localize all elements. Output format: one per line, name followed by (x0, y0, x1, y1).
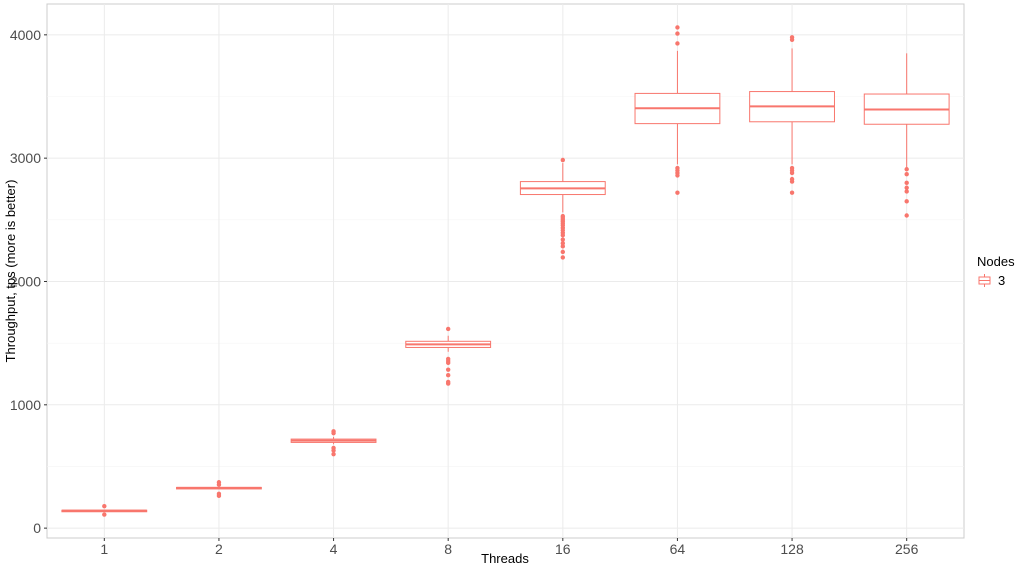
x-tick-label: 64 (670, 541, 686, 557)
x-axis-tick-labels: 1 2 4 8 16 64 128 256 (100, 538, 919, 557)
box-2 (176, 480, 262, 499)
outlier-point (904, 185, 909, 190)
outlier-point (445, 373, 451, 378)
box-series (61, 25, 950, 517)
outlier-point (560, 241, 566, 246)
y-tick-label: 0 (33, 520, 41, 536)
x-tick-label: 256 (895, 541, 919, 557)
outlier-point (216, 491, 222, 497)
y-tick-label: 1000 (10, 397, 41, 413)
box-256 (863, 53, 950, 218)
x-tick-label: 8 (444, 541, 452, 557)
legend-title: Nodes (977, 254, 1015, 269)
outlier-point (560, 157, 566, 163)
box-8 (405, 326, 492, 386)
grid-lines (47, 4, 964, 538)
outlier-point (904, 199, 909, 204)
outlier-point (675, 41, 680, 46)
x-tick-label: 1 (100, 541, 108, 557)
outlier-point (102, 503, 107, 509)
outlier-point (560, 244, 566, 249)
legend-key-box-icon (978, 274, 991, 287)
y-tick-label: 2000 (10, 273, 41, 289)
outlier-point (331, 429, 336, 434)
outlier-point (445, 379, 451, 385)
legend-label: 3 (998, 273, 1005, 288)
outlier-point (331, 445, 336, 451)
outlier-point (216, 480, 222, 485)
box-4 (290, 429, 377, 457)
outlier-point (560, 249, 566, 255)
plot-panel-background (46, 3, 965, 539)
outlier-point (789, 165, 795, 171)
legend: Nodes 3 (977, 254, 1015, 288)
box-64 (634, 25, 721, 195)
outlier-point (904, 213, 909, 218)
outlier-point (675, 31, 680, 36)
y-axis-title: Throughput, tps (more is better) (3, 180, 18, 363)
outlier-point (102, 512, 107, 517)
x-tick-label: 128 (780, 541, 804, 557)
outlier-point (560, 213, 566, 219)
outlier-point (904, 167, 909, 172)
outlier-point (789, 190, 795, 195)
outlier-point (675, 165, 680, 171)
outlier-point (560, 255, 566, 260)
box-16 (519, 157, 606, 260)
outlier-point (675, 190, 680, 195)
y-tick-label: 4000 (10, 27, 41, 43)
x-tick-label: 2 (215, 541, 223, 557)
x-tick-label: 16 (555, 541, 571, 557)
outlier-point (445, 356, 451, 362)
outlier-point (904, 171, 909, 177)
y-axis-tick-labels: 0 1000 2000 3000 4000 (10, 27, 47, 536)
outlier-point (445, 367, 451, 372)
outlier-point (331, 451, 336, 457)
outlier-point (789, 35, 795, 40)
outlier-point (904, 180, 909, 186)
outlier-point (904, 189, 909, 194)
box-128 (749, 35, 835, 195)
y-tick-label: 3000 (10, 150, 41, 166)
x-tick-label: 4 (330, 541, 338, 557)
outlier-point (675, 25, 680, 30)
outlier-point (789, 176, 795, 182)
outlier-point (445, 326, 451, 332)
outlier-point (560, 237, 566, 242)
box-1 (61, 503, 148, 517)
x-axis-title: Threads (481, 551, 529, 566)
